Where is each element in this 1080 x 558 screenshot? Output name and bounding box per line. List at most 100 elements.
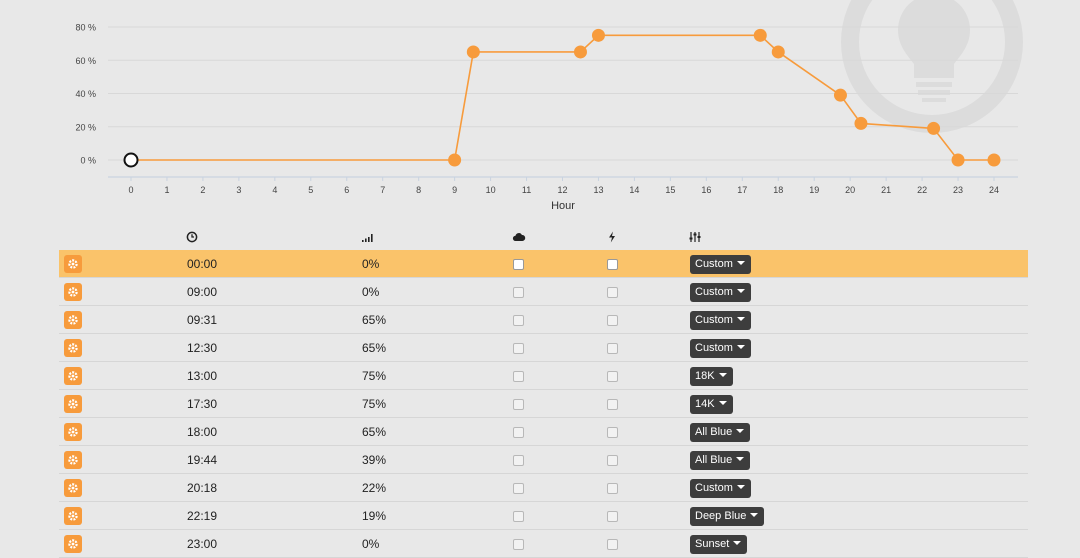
preset-dropdown[interactable]: Custom [690,479,751,498]
x-tick-label: 8 [416,185,421,195]
lightning-checkbox[interactable] [607,315,618,326]
lightning-checkbox[interactable] [607,455,618,466]
time-value: 09:00 [187,285,218,299]
schedule-table: 00:00 0% Custom 09:00 0% Custom 09:31 65% Custom… [59,222,1028,558]
time-value: 18:00 [187,425,218,439]
time-value: 00:00 [187,257,218,271]
cloud-checkbox[interactable] [513,343,524,354]
data-point[interactable] [833,88,847,102]
lightning-checkbox[interactable] [607,399,618,410]
lightning-checkbox[interactable] [607,483,618,494]
table-row[interactable]: 12:30 65% Custom [59,334,1028,362]
gear-icon[interactable] [64,535,82,553]
data-point[interactable] [987,153,1001,167]
preset-dropdown[interactable]: Custom [690,283,751,302]
cloud-checkbox[interactable] [513,371,524,382]
preset-dropdown[interactable]: 18K [690,367,733,386]
data-point[interactable] [466,45,480,59]
signal-icon [361,230,375,244]
data-point[interactable] [753,28,767,42]
gear-icon[interactable] [64,479,82,497]
data-point[interactable] [927,121,941,135]
time-value: 19:44 [187,453,218,467]
x-tick-label: 3 [236,185,241,195]
cloud-checkbox[interactable] [513,399,524,410]
preset-dropdown-label: Deep Blue [695,510,747,522]
gear-icon[interactable] [64,395,82,413]
x-tick-label: 12 [557,185,567,195]
lightning-checkbox[interactable] [607,511,618,522]
cloud-checkbox[interactable] [513,427,524,438]
preset-dropdown-label: Sunset [695,538,730,550]
sliders-icon [689,230,703,244]
lightning-checkbox[interactable] [607,371,618,382]
table-row[interactable]: 09:00 0% Custom [59,278,1028,306]
preset-dropdown[interactable]: Custom [690,311,751,330]
caret-down-icon [736,289,745,294]
table-row[interactable]: 19:44 39% All Blue [59,446,1028,474]
lightning-checkbox[interactable] [607,343,618,354]
intensity-value: 75% [362,397,387,411]
table-row[interactable]: 22:19 19% Deep Blue [59,502,1028,530]
data-point[interactable] [951,153,965,167]
gear-icon[interactable] [64,367,82,385]
x-tick-label: 24 [989,185,999,195]
cloud-checkbox[interactable] [513,287,524,298]
table-row[interactable]: 13:00 75% 18K [59,362,1028,390]
table-row[interactable]: 00:00 0% Custom [59,250,1028,278]
preset-dropdown[interactable]: 14K [690,395,733,414]
x-tick-label: 18 [773,185,783,195]
lightning-checkbox[interactable] [607,259,618,270]
gear-icon[interactable] [64,339,82,357]
table-row[interactable]: 17:30 75% 14K [59,390,1028,418]
x-tick-label: 7 [380,185,385,195]
x-tick-label: 20 [845,185,855,195]
caret-down-icon [736,261,745,266]
gear-icon[interactable] [64,507,82,525]
x-tick-label: 11 [522,185,531,195]
preset-dropdown[interactable]: All Blue [690,423,751,442]
lightning-checkbox[interactable] [607,539,618,550]
x-tick-label: 2 [200,185,205,195]
y-tick-label: 40 % [75,89,96,99]
caret-down-icon [736,345,745,350]
y-tick-label: 60 % [75,56,96,66]
cloud-checkbox[interactable] [513,539,524,550]
bolt-icon [607,230,621,244]
gear-icon[interactable] [64,451,82,469]
table-row[interactable]: 18:00 65% All Blue [59,418,1028,446]
preset-dropdown[interactable]: All Blue [690,451,751,470]
cloud-checkbox[interactable] [513,259,524,270]
time-value: 17:30 [187,397,218,411]
preset-dropdown-label: Custom [695,482,733,494]
table-row[interactable]: 09:31 65% Custom [59,306,1028,334]
time-value: 09:31 [187,313,218,327]
cloud-checkbox[interactable] [513,511,524,522]
preset-dropdown[interactable]: Custom [690,255,751,274]
gear-icon[interactable] [64,311,82,329]
time-value: 13:00 [187,369,218,383]
data-point-selected[interactable] [123,152,139,168]
table-row[interactable]: 20:18 22% Custom [59,474,1028,502]
lightning-checkbox[interactable] [607,287,618,298]
gear-icon[interactable] [64,283,82,301]
cloud-checkbox[interactable] [513,483,524,494]
lightning-checkbox[interactable] [607,427,618,438]
preset-dropdown-label: All Blue [695,426,733,438]
data-point[interactable] [771,45,785,59]
intensity-value: 22% [362,481,387,495]
gear-icon[interactable] [64,255,82,273]
cloud-checkbox[interactable] [513,315,524,326]
cloud-checkbox[interactable] [513,455,524,466]
data-point[interactable] [591,28,605,42]
gear-icon[interactable] [64,423,82,441]
preset-dropdown[interactable]: Custom [690,339,751,358]
intensity-value: 19% [362,509,387,523]
data-point[interactable] [573,45,587,59]
preset-dropdown[interactable]: Deep Blue [690,507,765,526]
preset-dropdown[interactable]: Sunset [690,535,748,554]
data-point[interactable] [854,116,868,130]
table-row[interactable]: 23:00 0% Sunset [59,530,1028,558]
intensity-value: 0% [362,285,380,299]
data-point[interactable] [448,153,462,167]
